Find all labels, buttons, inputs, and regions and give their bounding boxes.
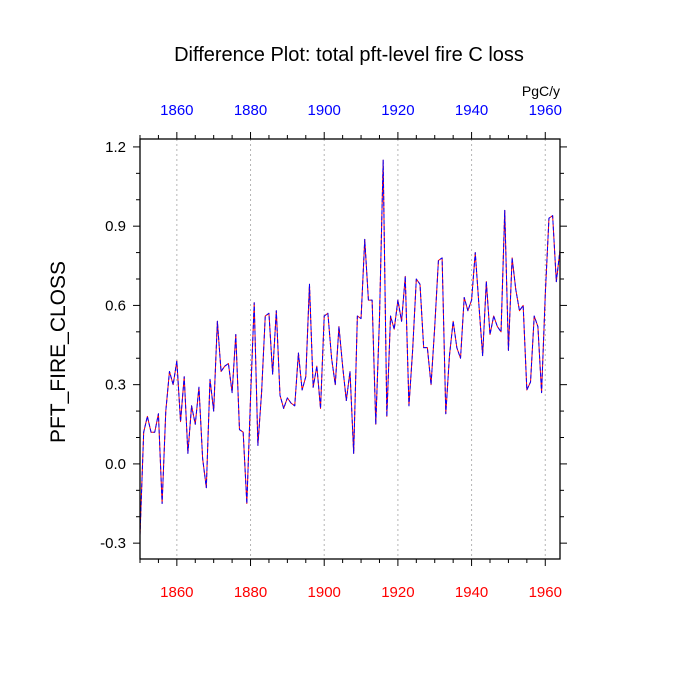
x-tick-label-bottom: 1900 <box>308 584 341 601</box>
x-tick-label-top: 1880 <box>234 102 267 119</box>
x-tick-label-top: 1960 <box>529 102 562 119</box>
x-tick-label-bottom: 1860 <box>160 584 193 601</box>
y-tick-label: 0.9 <box>105 218 126 235</box>
x-tick-label-bottom: 1940 <box>455 584 488 601</box>
x-tick-label-top: 1920 <box>381 102 414 119</box>
x-tick-label-top: 1900 <box>308 102 341 119</box>
x-tick-label-bottom: 1960 <box>529 584 562 601</box>
grid-lines <box>176 139 546 559</box>
x-tick-label-top: 1940 <box>455 102 488 119</box>
x-tick-label-bottom: 1880 <box>234 584 267 601</box>
units-label: PgC/y <box>522 83 560 99</box>
plot-frame <box>139 138 561 560</box>
x-tick-label-top: 1860 <box>160 102 193 119</box>
y-tick-label: 0.0 <box>105 456 126 473</box>
series-line-series-1 <box>139 159 561 536</box>
y-tick-label: 0.3 <box>105 377 126 394</box>
tick-labels: -0.3 0.0 0.3 0.6 0.9 1.2 1860 1860 1880 1880 1900 1… <box>100 102 562 601</box>
chart-title: Difference Plot: total pft-level fire C … <box>174 44 524 66</box>
y-axis-label: PFT_FIRE_CLOSS <box>47 261 70 443</box>
axis-ticks <box>133 132 567 566</box>
series-line-series-2 <box>139 159 561 536</box>
y-tick-label: -0.3 <box>100 535 126 552</box>
series-lines <box>139 159 561 536</box>
y-tick-label: 0.6 <box>105 297 126 314</box>
x-tick-label-bottom: 1920 <box>381 584 414 601</box>
y-tick-label: 1.2 <box>105 139 126 156</box>
